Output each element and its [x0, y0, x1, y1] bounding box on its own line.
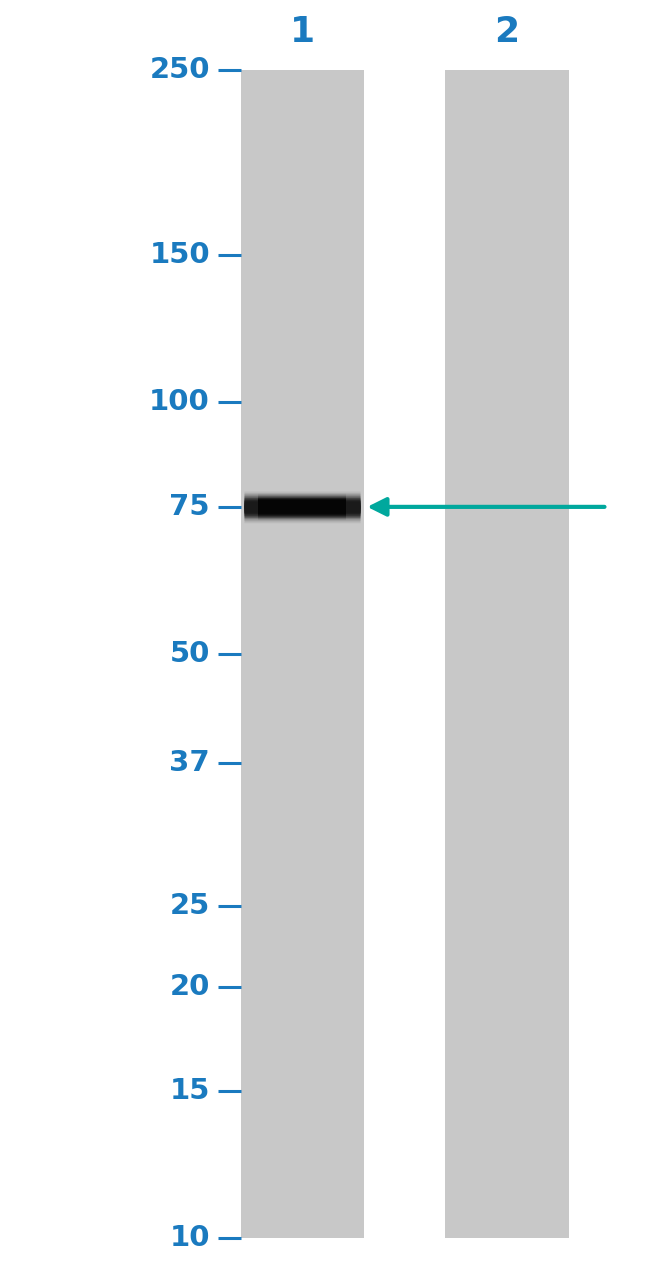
Text: 37: 37 — [169, 749, 210, 777]
Text: 150: 150 — [150, 241, 210, 269]
Text: 15: 15 — [170, 1077, 210, 1105]
Text: 25: 25 — [170, 892, 210, 919]
Text: 1: 1 — [290, 15, 315, 48]
Bar — [240, 70, 364, 1238]
Text: 2: 2 — [495, 15, 519, 48]
Text: 20: 20 — [170, 973, 210, 1001]
Text: 75: 75 — [170, 493, 210, 521]
Text: 250: 250 — [150, 56, 210, 84]
Text: 10: 10 — [170, 1224, 210, 1252]
Bar — [445, 70, 569, 1238]
Text: 100: 100 — [150, 389, 210, 417]
Text: 50: 50 — [170, 640, 210, 668]
